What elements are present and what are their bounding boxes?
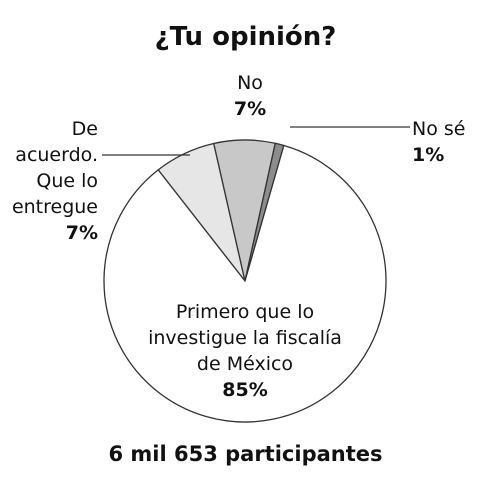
value-label: 7% — [65, 222, 98, 244]
category-label: Primero que lo investigue la fiscalía de… — [148, 301, 342, 375]
category-label: De acuerdo. Que lo entregue — [11, 118, 98, 218]
pie-slice — [103, 144, 387, 423]
slice-label: Primero que lo investigue la fiscalía de… — [140, 299, 350, 403]
slice-label: No sé 1% — [412, 116, 491, 168]
value-label: 85% — [222, 379, 268, 401]
category-label: No — [237, 72, 263, 94]
category-label: No sé — [412, 118, 466, 140]
slice-label: No 7% — [200, 70, 300, 122]
slice-label: De acuerdo. Que lo entregue 7% — [0, 116, 98, 246]
value-label: 1% — [412, 144, 445, 166]
chart-title: ¿Tu opinión? — [154, 22, 337, 52]
value-label: 7% — [233, 98, 267, 120]
caption: 6 mil 653 participantes — [108, 442, 383, 466]
